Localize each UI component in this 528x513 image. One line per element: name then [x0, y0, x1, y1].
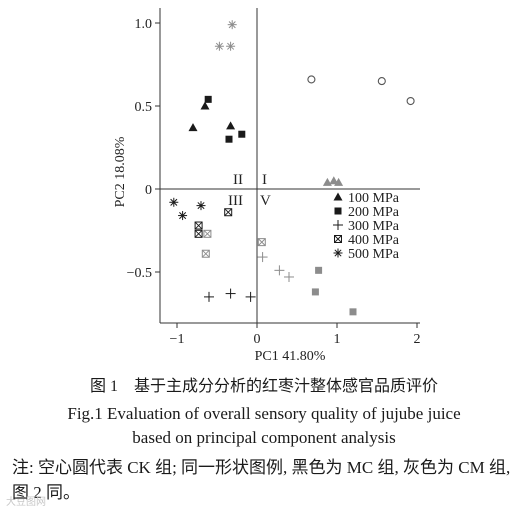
- data-point-square: [225, 135, 233, 143]
- data-point-triangle: [334, 177, 344, 186]
- data-point-plus: [204, 291, 214, 302]
- legend-label: 200 MPa: [348, 205, 400, 220]
- x-axis-label: PC1 41.80%: [255, 349, 326, 364]
- data-point-plus: [284, 271, 294, 282]
- data-point-square: [311, 288, 319, 296]
- quadrant-label: III: [228, 193, 243, 209]
- data-point-triangle: [329, 176, 339, 185]
- legend-marker-plus: [333, 220, 343, 230]
- data-point-plus: [257, 252, 268, 263]
- figure-note: 注: 空心圆代表 CK 组; 同一形状图例, 黑色为 MC 组, 灰色为 CM …: [12, 458, 511, 502]
- data-point-circle-open: [377, 77, 386, 86]
- quadrant-label: I: [262, 172, 267, 188]
- figure-caption-english-line2: based on principal component analysis: [132, 428, 396, 447]
- data-point-boxed-x: [201, 249, 210, 258]
- data-point-asterisk: [196, 201, 206, 211]
- legend-marker-triangle: [333, 192, 343, 201]
- data-point-asterisk: [227, 20, 237, 30]
- data-point-boxed-x: [224, 208, 233, 217]
- data-point-square: [204, 95, 212, 103]
- data-point-boxed-x: [194, 221, 203, 230]
- data-point-square: [315, 266, 323, 274]
- data-point-triangle: [322, 177, 332, 186]
- x-tick-label: 2: [414, 332, 421, 347]
- data-point-plus: [274, 265, 285, 276]
- watermark-text: 大豆图网: [6, 497, 46, 508]
- figure-caption-english-line1: Fig.1 Evaluation of overall sensory qual…: [67, 404, 461, 423]
- data-point-asterisk: [226, 41, 236, 51]
- legend-label: 100 MPa: [348, 191, 400, 206]
- quadrant-label: II: [233, 172, 243, 188]
- data-point-circle-open: [406, 96, 415, 106]
- y-axis-label: PC2 18.08%: [113, 136, 128, 207]
- data-point-triangle: [200, 101, 210, 110]
- data-point-boxed-x: [203, 229, 212, 238]
- y-tick-label: 0: [145, 183, 152, 198]
- data-point-asterisk: [169, 197, 179, 207]
- legend-label: 300 MPa: [348, 219, 400, 234]
- data-point-asterisk: [214, 41, 224, 51]
- y-tick-label: 0.5: [135, 100, 153, 115]
- data-point-triangle: [226, 121, 236, 130]
- figure-caption-chinese: 图 1 基于主成分分析的红枣汁整体感官品质评价: [89, 378, 438, 395]
- legend-marker-asterisk: [333, 248, 343, 258]
- y-tick-label: 1.0: [135, 17, 153, 32]
- legend-marker-square: [334, 207, 342, 215]
- data-point-boxed-x: [194, 229, 203, 238]
- data-point-plus: [245, 291, 256, 302]
- data-point-square: [238, 130, 246, 138]
- y-tick-label: −0.5: [127, 266, 152, 281]
- x-tick-label: 1: [334, 332, 341, 347]
- data-point-square: [349, 308, 357, 316]
- legend-label: 400 MPa: [348, 233, 400, 248]
- legend-label: 500 MPa: [348, 247, 400, 262]
- data-point-boxed-x: [257, 238, 266, 247]
- data-point-asterisk: [178, 211, 188, 221]
- data-point-plus: [225, 288, 236, 299]
- x-tick-label: 0: [254, 332, 261, 347]
- legend-marker-boxed-x: [334, 235, 342, 243]
- quadrant-label: V: [260, 193, 271, 209]
- data-point-circle-open: [307, 75, 316, 84]
- data-point-triangle: [188, 123, 198, 132]
- x-tick-label: −1: [170, 332, 185, 347]
